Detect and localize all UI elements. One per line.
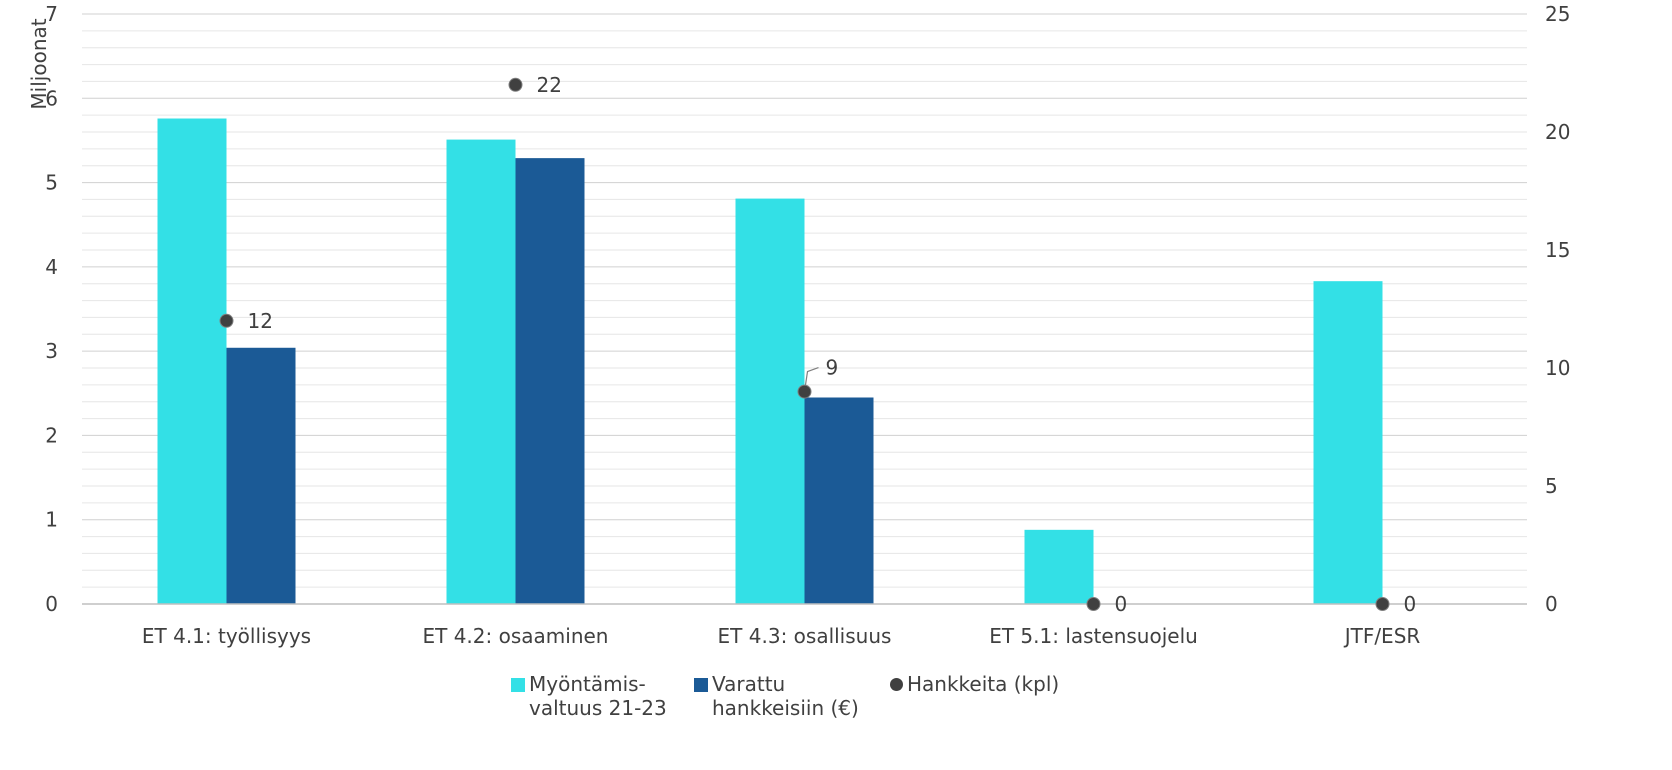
bar-myontamisvaltuus <box>1024 529 1094 604</box>
bar-myontamisvaltuus <box>157 118 227 604</box>
scatter-point-hankkeita <box>1375 597 1390 611</box>
bar-myontamisvaltuus <box>446 139 516 605</box>
legend-item: Varattu hankkeisiin (€) <box>694 672 859 720</box>
y-right-tick-label: 15 <box>1545 238 1570 262</box>
scatter-point-hankkeita <box>1086 597 1101 611</box>
y-right-tick-label: 5 <box>1545 474 1558 498</box>
data-label: 0 <box>1115 592 1128 616</box>
y-left-tick-label: 4 <box>45 255 58 279</box>
x-category-label: JTF/ESR <box>1343 624 1421 648</box>
bar-varattu <box>226 347 296 604</box>
y-right-tick-label: 0 <box>1545 592 1558 616</box>
legend-label: Myöntämis-valtuus 21-23 <box>529 672 667 720</box>
data-label: 0 <box>1404 592 1417 616</box>
data-label: 9 <box>826 356 839 380</box>
y-left-tick-label: 1 <box>45 508 58 532</box>
y-left-tick-label: 5 <box>45 171 58 195</box>
y-left-tick-label: 0 <box>45 592 58 616</box>
legend-label: Varattu hankkeisiin (€) <box>712 672 859 720</box>
y-left-tick-label: 7 <box>45 2 58 26</box>
scatter-point-hankkeita <box>797 384 812 399</box>
y-left-tick-label: 3 <box>45 339 58 363</box>
scatter-point-hankkeita <box>508 77 523 92</box>
y-right-tick-label: 25 <box>1545 2 1570 26</box>
bar-myontamisvaltuus <box>1313 281 1383 604</box>
scatter-point-hankkeita <box>219 313 234 328</box>
legend-swatch <box>694 678 708 692</box>
y-axis-title: Miljoonat <box>27 18 51 109</box>
x-category-label: ET 5.1: lastensuojelu <box>989 624 1198 648</box>
data-label: 12 <box>248 309 273 333</box>
legend-item: Hankkeita (kpl) <box>890 672 1059 696</box>
x-category-label: ET 4.1: työllisyys <box>142 624 311 648</box>
bar-varattu <box>804 397 874 604</box>
legend-item: Myöntämis-valtuus 21-23 <box>511 672 667 720</box>
bar-varattu <box>515 158 585 604</box>
bar-myontamisvaltuus <box>735 198 805 605</box>
x-category-label: ET 4.2: osaaminen <box>423 624 609 648</box>
y-right-tick-label: 10 <box>1545 356 1570 380</box>
y-left-tick-label: 2 <box>45 423 58 447</box>
legend-label: Hankkeita (kpl) <box>907 672 1060 696</box>
legend: Myöntämis-valtuus 21-23 Varattu hankkeisii… <box>0 672 1672 770</box>
y-left-tick-label: 6 <box>45 86 58 110</box>
data-label: 22 <box>537 73 562 97</box>
x-category-label: ET 4.3: osallisuus <box>718 624 892 648</box>
legend-swatch <box>511 678 525 692</box>
legend-marker-icon <box>890 678 903 691</box>
y-right-tick-label: 20 <box>1545 120 1570 144</box>
